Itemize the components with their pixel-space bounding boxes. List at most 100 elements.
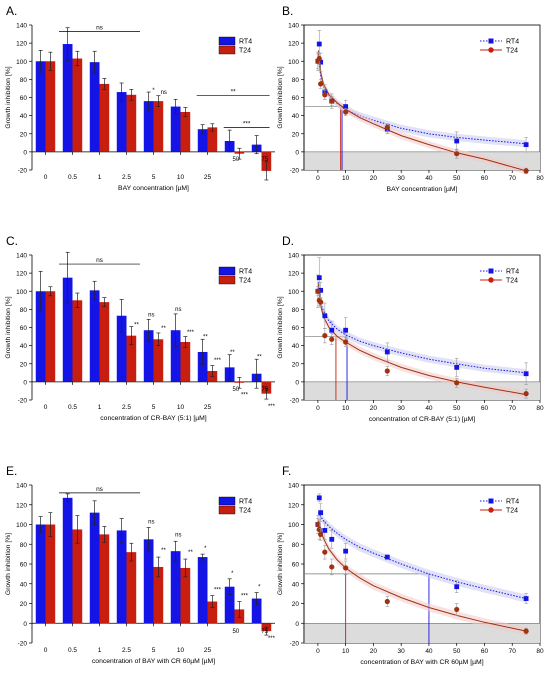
- legend-swatch: [218, 275, 236, 285]
- legend-swatch: [218, 266, 236, 276]
- legend-label: RT4: [239, 39, 252, 46]
- y-axis-label: Growth inhibition [%]: [5, 296, 12, 358]
- x-tick-label: 30: [398, 648, 406, 655]
- point-rt4: [523, 142, 529, 148]
- y-tick-label: 20: [292, 601, 300, 608]
- significance-mark: ***: [241, 392, 249, 398]
- bar-rt4: [116, 315, 127, 382]
- legend-swatch: [218, 505, 236, 515]
- point-rt4: [329, 327, 335, 333]
- point-rt4: [318, 287, 324, 293]
- point-t24: [329, 98, 335, 104]
- y-tick-label: 120: [288, 502, 299, 509]
- point-rt4: [454, 364, 460, 370]
- legend-marker: [488, 277, 494, 283]
- bar-t24: [99, 83, 110, 152]
- significance-mark: ***: [214, 588, 222, 594]
- y-tick-label: 20: [292, 361, 300, 368]
- y-tick-label: -20: [18, 641, 28, 648]
- y-tick-label: -20: [290, 641, 300, 648]
- significance-mark: *: [204, 546, 207, 552]
- y-tick-label: 80: [292, 307, 300, 314]
- significance-mark: 75: [261, 157, 268, 163]
- bar-t24: [261, 151, 272, 171]
- y-tick-label: 60: [292, 95, 300, 102]
- x-tick-label: 20: [370, 405, 378, 412]
- bar-t24: [153, 101, 164, 152]
- x-tick-label: 10: [342, 648, 350, 655]
- panel-label: C.: [6, 234, 18, 248]
- point-rt4: [316, 495, 322, 501]
- y-tick-label: 0: [23, 149, 27, 156]
- y-tick-label: 140: [16, 23, 27, 30]
- bar-t24: [180, 112, 191, 152]
- point-t24: [384, 124, 390, 131]
- x-tick-label: 80: [536, 648, 544, 655]
- legend-label: RT4: [239, 269, 252, 276]
- point-t24: [454, 606, 460, 613]
- y-tick-label: 140: [288, 483, 299, 490]
- x-tick-label: 25: [204, 174, 212, 181]
- significance-mark: ***: [268, 404, 276, 410]
- legend-label: T24: [506, 48, 518, 55]
- x-tick-label: 10: [177, 174, 185, 181]
- x-axis-label: concentration of CR-BAY (5:1) [µM]: [369, 416, 476, 423]
- point-rt4: [523, 371, 529, 377]
- point-t24: [315, 521, 321, 528]
- legend-label: T24: [239, 48, 251, 55]
- panel-label: D.: [282, 234, 294, 248]
- y-tick-label: 20: [20, 131, 28, 138]
- point-t24: [343, 339, 349, 345]
- y-tick-label: 100: [16, 289, 27, 296]
- point-rt4: [318, 510, 324, 516]
- bar-rt4: [89, 512, 100, 624]
- y-tick-label: 120: [16, 271, 27, 278]
- significance-mark: ns: [148, 313, 154, 319]
- x-tick-label: 1: [98, 174, 102, 181]
- point-t24: [384, 368, 390, 374]
- significance-mark: **: [161, 326, 166, 332]
- fit-curve-t24: [317, 520, 527, 632]
- bar-t24: [126, 335, 137, 382]
- significance-label: ns: [96, 24, 104, 31]
- bar-rt4: [62, 497, 73, 624]
- x-tick-label: 10: [342, 405, 350, 412]
- y-tick-label: -20: [290, 398, 300, 405]
- x-tick-label: 2.5: [122, 174, 131, 181]
- significance-mark: *: [231, 571, 234, 577]
- x-tick-label: 0: [316, 405, 320, 412]
- point-t24: [523, 168, 529, 174]
- x-tick-label: 40: [425, 405, 433, 412]
- y-tick-label: -20: [18, 168, 28, 175]
- panel-label: B.: [282, 4, 293, 18]
- x-tick-label: 80: [536, 405, 544, 412]
- point-rt4: [329, 536, 335, 542]
- x-tick-label: 0: [44, 174, 48, 181]
- x-tick-label: 50: [453, 175, 461, 182]
- bar-t24: [45, 61, 56, 152]
- bar-rt4: [143, 330, 154, 382]
- fit-confidence-band: [318, 516, 527, 636]
- bar-rt4: [35, 61, 46, 152]
- x-tick-label: 0.5: [68, 647, 77, 654]
- x-tick-label: 50: [453, 405, 461, 412]
- y-tick-label: 140: [288, 23, 299, 30]
- x-tick-label: 0.5: [68, 174, 77, 181]
- point-rt4: [316, 275, 322, 281]
- panel-label: F.: [282, 464, 291, 478]
- panel-label: A.: [6, 4, 17, 18]
- bar-t24: [180, 567, 191, 624]
- x-tick-label: 25: [204, 404, 212, 411]
- x-tick-label: 10: [342, 175, 350, 182]
- panel-label: E.: [6, 464, 17, 478]
- x-tick-label: 30: [398, 405, 406, 412]
- y-tick-label: 20: [292, 131, 300, 138]
- point-t24: [322, 549, 328, 555]
- y-tick-label: -20: [290, 168, 300, 175]
- significance-label: **: [231, 89, 237, 96]
- bar-rt4: [143, 539, 154, 624]
- fit-confidence-band: [318, 508, 527, 603]
- y-tick-label: 100: [16, 59, 27, 66]
- fit-confidence-band: [318, 50, 527, 148]
- bar-rt4: [197, 129, 208, 152]
